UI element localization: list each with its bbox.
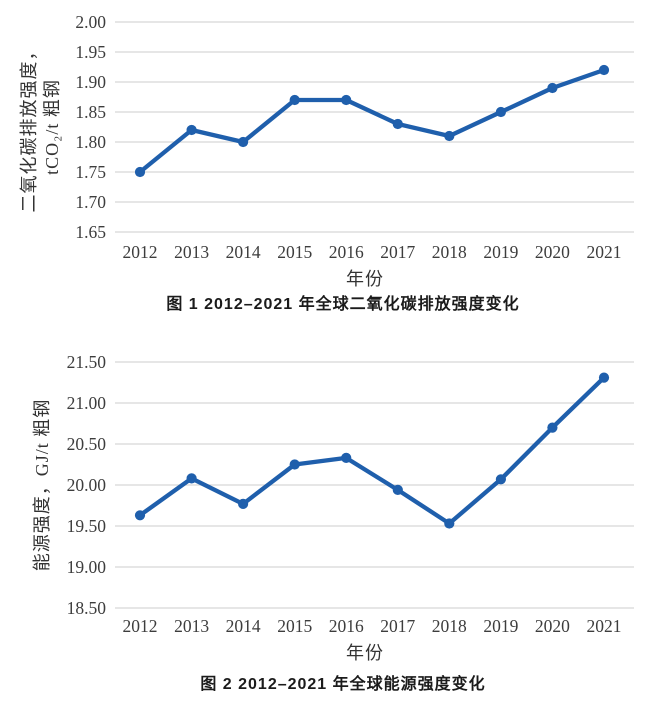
data-point-2013	[186, 473, 197, 484]
data-point-2016	[341, 452, 352, 463]
y-tick-label: 20.50	[67, 434, 107, 454]
y-tick-label: 1.90	[75, 72, 106, 92]
x-tick-label: 2020	[535, 616, 570, 636]
x-tick-label: 2016	[329, 242, 364, 262]
data-point-2012	[134, 166, 146, 178]
data-point-2021	[598, 372, 610, 383]
x-tick-label: 2017	[380, 616, 415, 636]
x-tick-label: 2019	[483, 242, 518, 262]
data-point-2012	[134, 510, 146, 521]
y-tick-label: 1.65	[75, 222, 106, 242]
x-tick-label: 2014	[226, 242, 261, 262]
data-point-2016	[341, 94, 352, 106]
x-tick-label: 2012	[123, 242, 158, 262]
x-tick-label: 2021	[587, 242, 622, 262]
data-point-2018	[444, 130, 455, 142]
x-tick-label: 2014	[226, 616, 261, 636]
data-point-2017	[392, 484, 403, 495]
y-tick-label: 1.95	[75, 42, 106, 62]
y-tick-label: 2.00	[75, 12, 106, 32]
data-point-2019	[495, 474, 506, 485]
data-point-2015	[289, 94, 300, 106]
y-axis-title-line-1: 二氧化碳排放强度，	[19, 42, 39, 213]
data-point-2014	[238, 498, 249, 509]
x-axis-title: 年份	[346, 269, 384, 289]
y-tick-label: 20.00	[67, 475, 107, 495]
y-tick-label: 1.85	[75, 102, 106, 122]
figure-co2-intensity: 2.00 1.95 1.90 1.85 1.80 1.75 1.70 1.65 2012 2013…	[0, 0, 654, 316]
data-line	[137, 375, 607, 526]
figure-energy-intensity: 21.50 21.00 20.50 20.00 19.50 19.00 18.50 2012 2…	[0, 340, 654, 696]
y-tick-label: 1.75	[75, 162, 106, 182]
x-axis-title: 年份	[346, 643, 384, 663]
figure-1-caption: 图 1 2012–2021 年全球二氧化碳排放强度变化	[166, 296, 520, 313]
y-tick-label: 21.00	[67, 393, 107, 413]
y-tick-label: 18.50	[67, 598, 107, 618]
data-point-2015	[289, 459, 300, 470]
energy-intensity-line-chart: 21.50 21.00 20.50 20.00 19.50 19.00 18.50 2012 2…	[32, 352, 634, 663]
data-line	[137, 67, 607, 175]
y-tick-label: 21.50	[67, 352, 107, 372]
figure-2-caption: 图 2 2012–2021 年全球能源强度变化	[200, 676, 486, 693]
y-axis-title-line-2: tCO₂/t 粗钢	[42, 79, 62, 175]
x-tick-label: 2021	[587, 616, 622, 636]
x-tick-label: 2017	[380, 242, 415, 262]
co2-intensity-line-chart: 2.00 1.95 1.90 1.85 1.80 1.75 1.70 1.65 2012 2013…	[19, 12, 634, 289]
x-tick-label: 2012	[123, 616, 158, 636]
x-tick-label: 2013	[174, 616, 209, 636]
data-point-2014	[238, 136, 249, 148]
x-tick-label: 2019	[483, 616, 518, 636]
data-point-2021	[598, 64, 610, 76]
y-tick-label: 19.50	[67, 516, 107, 536]
data-point-2020	[547, 422, 558, 433]
x-tick-label: 2020	[535, 242, 570, 262]
y-tick-label: 1.70	[75, 192, 106, 212]
data-point-2018	[444, 518, 455, 529]
x-tick-label: 2018	[432, 242, 467, 262]
x-tick-label: 2015	[277, 616, 312, 636]
y-axis-title-line-1: 能源强度，GJ/t 粗钢	[32, 399, 52, 572]
x-tick-label: 2018	[432, 616, 467, 636]
data-point-2017	[392, 118, 403, 130]
x-tick-label: 2016	[329, 616, 364, 636]
x-tick-label: 2015	[277, 242, 312, 262]
y-tick-label: 19.00	[67, 557, 107, 577]
y-tick-label: 1.80	[75, 132, 106, 152]
data-point-2020	[547, 82, 558, 94]
x-tick-label: 2013	[174, 242, 209, 262]
data-point-2013	[186, 124, 197, 136]
data-point-2019	[495, 106, 506, 118]
